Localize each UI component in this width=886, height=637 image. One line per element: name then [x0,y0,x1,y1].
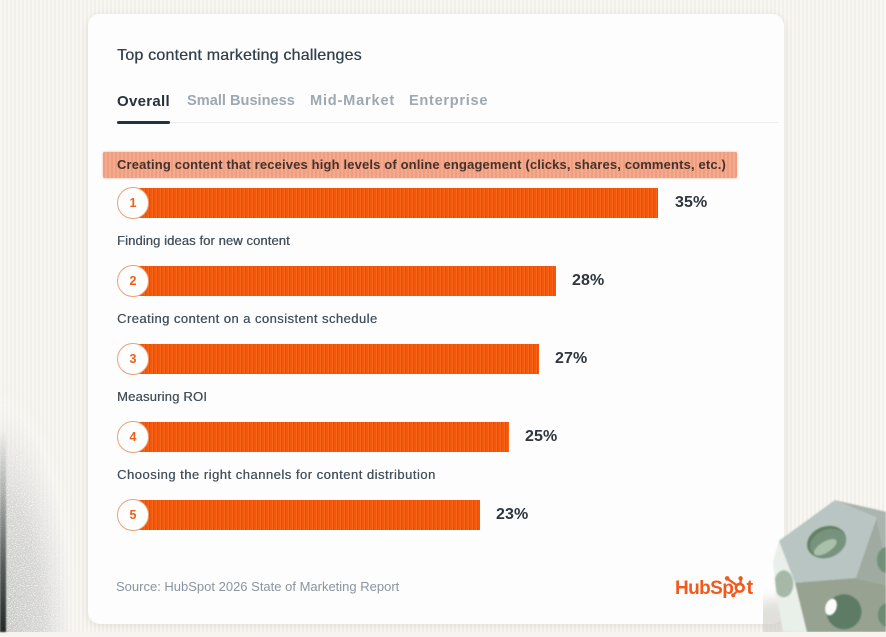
svg-text:t: t [747,577,754,599]
svg-text:HubSp: HubSp [675,578,733,599]
